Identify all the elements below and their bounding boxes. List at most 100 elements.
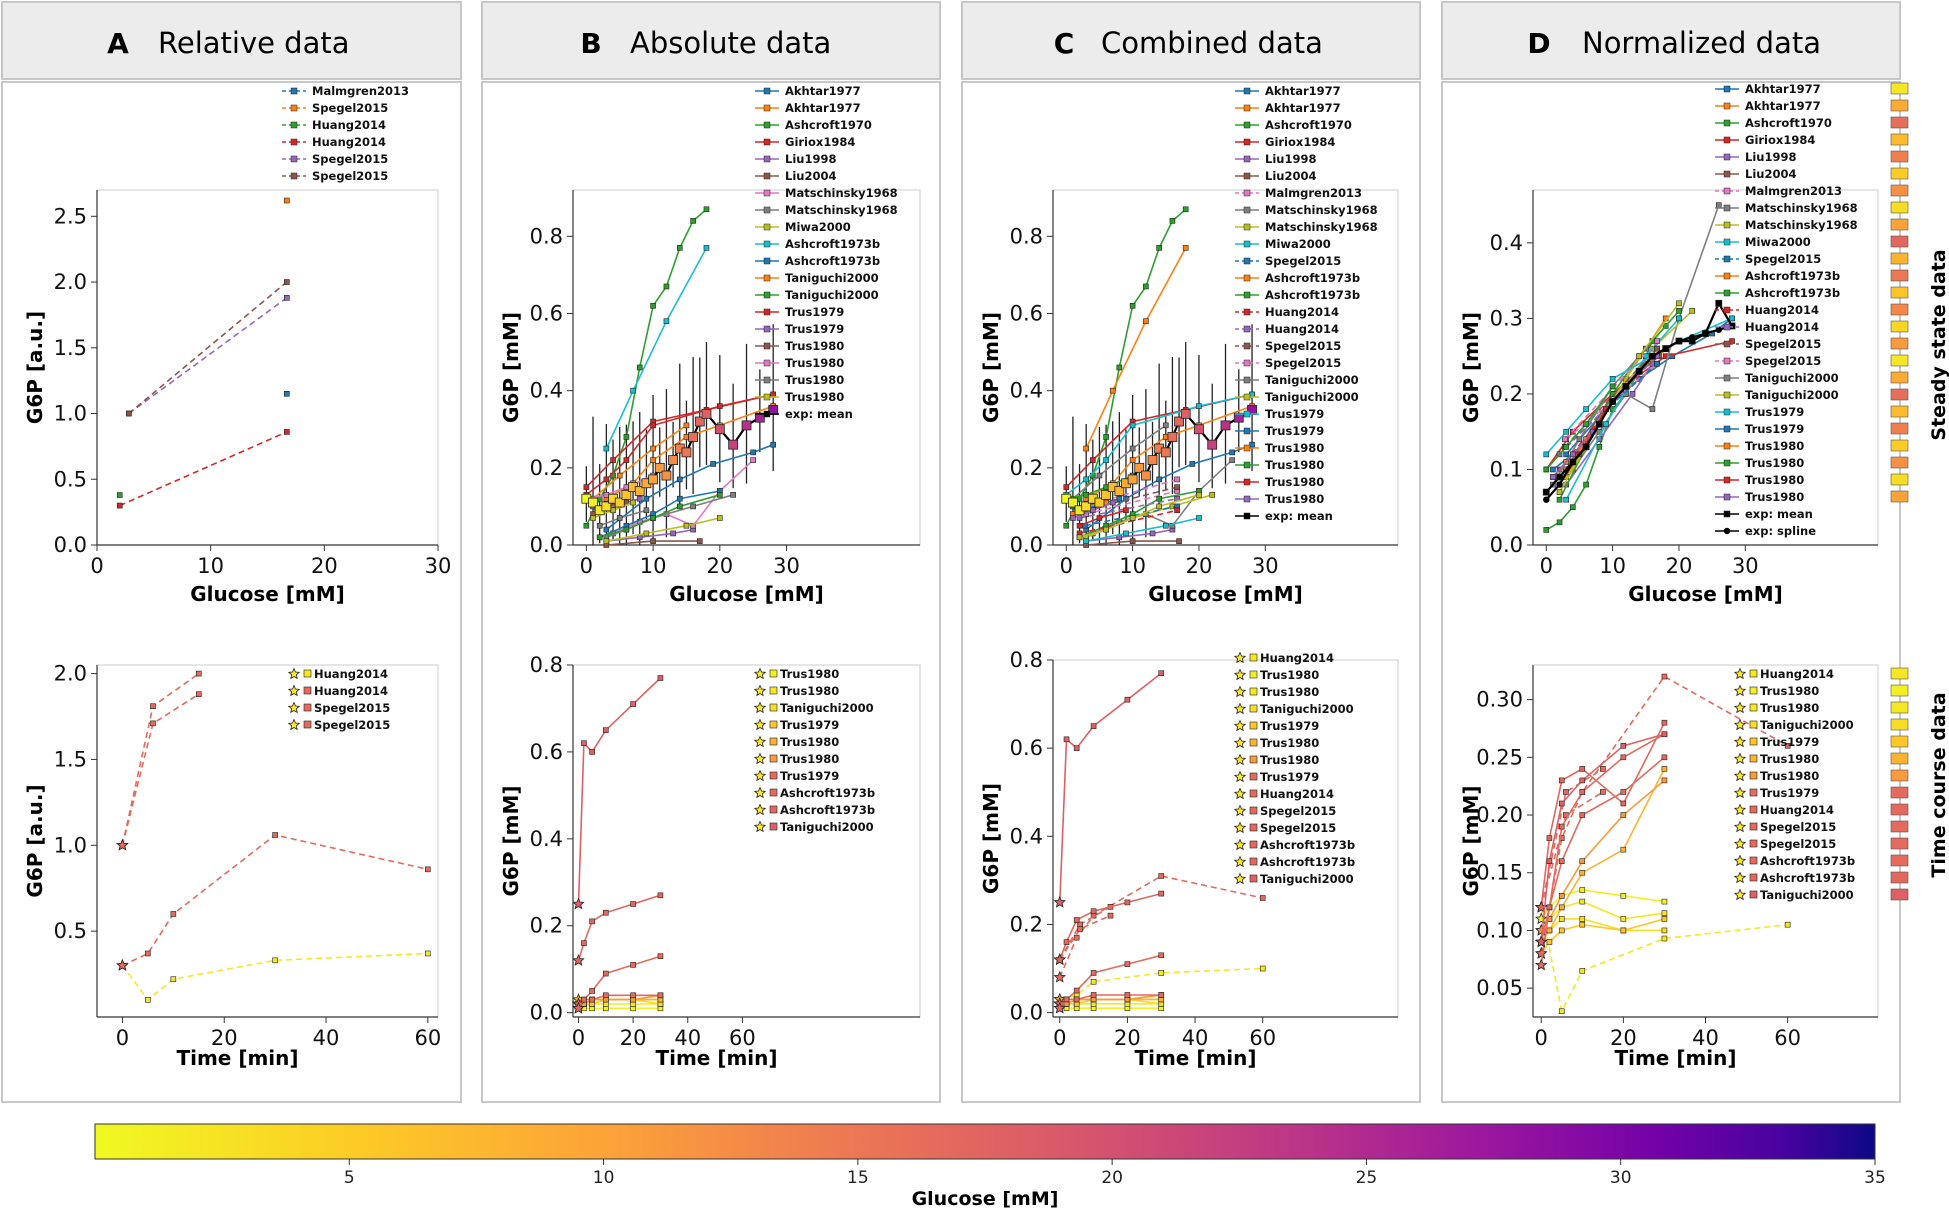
data-point	[590, 515, 596, 521]
data-point	[284, 197, 290, 204]
data-point	[1053, 953, 1066, 966]
legend-label: Trus1979	[780, 718, 839, 732]
legend-color-swatch	[1890, 405, 1909, 418]
legend-label: Ashcroft1973b	[1260, 855, 1355, 869]
data-point	[145, 950, 151, 957]
data-point	[1124, 899, 1131, 906]
legend-marker	[1243, 393, 1251, 401]
legend-label: Giriox1984	[1745, 133, 1815, 147]
data-point	[1729, 338, 1735, 344]
row-label-time: Time course data	[1928, 692, 1949, 877]
legend-marker	[1723, 204, 1731, 212]
data-point	[643, 507, 650, 514]
data-point	[589, 988, 595, 994]
legend-label: Spegel2015	[1265, 356, 1341, 370]
data-point	[623, 434, 630, 440]
data-point	[1662, 345, 1669, 352]
data-point	[643, 530, 650, 537]
x-tick-label: 0	[572, 1026, 585, 1050]
series-line	[1084, 505, 1178, 527]
legend-marker	[763, 223, 771, 231]
legend-label: Trus1980	[1260, 685, 1319, 699]
series-line	[1545, 317, 1733, 455]
data-point	[1535, 946, 1548, 959]
series-taniguchi2000	[1053, 670, 1165, 908]
legend-label: Taniguchi2000	[1760, 718, 1854, 732]
legend-marker	[1723, 102, 1731, 110]
data-point	[284, 279, 290, 285]
legend-marker	[290, 155, 298, 163]
data-point	[1129, 445, 1136, 452]
legend-label: Huang2014	[1760, 803, 1834, 817]
series-line	[1545, 385, 1614, 471]
legend-label: Taniguchi2000	[1745, 388, 1839, 402]
data-point	[770, 441, 776, 448]
legend-label: Liu2004	[1265, 169, 1316, 183]
data-point	[614, 497, 625, 508]
legend-label: Spegel2015	[1265, 254, 1341, 268]
legend-marker	[1733, 769, 1747, 782]
series-line	[605, 247, 708, 449]
series-spegel2015	[116, 670, 202, 851]
x-tick-label: 20	[1610, 1026, 1637, 1050]
data-point	[1207, 439, 1218, 450]
data-point	[1073, 934, 1080, 941]
data-point	[717, 403, 723, 409]
data-point	[1156, 495, 1162, 502]
legend-color-swatch	[1890, 269, 1909, 282]
y-tick-label: 0.30	[1476, 688, 1523, 712]
data-point	[1620, 754, 1627, 761]
legend-marker	[1723, 323, 1731, 331]
data-point	[1669, 353, 1676, 359]
series-line	[1065, 393, 1253, 496]
legend-label: Trus1979	[1745, 422, 1804, 436]
x-tick-label: 20	[1114, 1026, 1141, 1050]
data-point	[681, 447, 692, 458]
data-point	[1114, 486, 1125, 496]
legend-marker	[1733, 752, 1747, 765]
data-point	[603, 526, 610, 533]
x-tick-label: 60	[414, 1026, 441, 1050]
legend-label: Liu2004	[785, 169, 836, 183]
legend-label: Ashcroft1973b	[780, 786, 875, 800]
legend-marker	[290, 87, 298, 95]
data-point	[1546, 858, 1553, 864]
legend-marker	[1723, 306, 1731, 314]
legend-marker	[1249, 755, 1258, 764]
panel-header-C: C Combined data	[961, 1, 1421, 80]
legend-marker	[1233, 804, 1247, 817]
legend-marker	[1249, 721, 1258, 730]
x-tick-label: 10	[640, 554, 667, 578]
series-huang2014	[116, 950, 431, 1003]
legend-marker	[1749, 788, 1758, 797]
legend-marker	[290, 172, 298, 180]
legend-marker	[290, 104, 298, 112]
data-point	[1661, 731, 1668, 738]
legend-marker	[763, 393, 771, 401]
panel-frame-C	[961, 81, 1421, 1103]
series-akhtar1977	[603, 441, 776, 533]
legend-marker	[287, 684, 301, 697]
x-tick-label: 0	[1540, 554, 1553, 578]
data-point	[1169, 218, 1176, 224]
data-point	[690, 522, 696, 529]
data-point	[1090, 992, 1097, 998]
legend-marker	[1249, 738, 1258, 747]
data-point	[1661, 673, 1668, 680]
legend-label: Malmgren2013	[1745, 184, 1842, 198]
y-tick-label: 0.6	[1010, 736, 1043, 760]
legend-marker	[1243, 427, 1251, 435]
data-point	[1077, 926, 1083, 932]
data-point	[1579, 812, 1586, 818]
legend-marker	[763, 121, 771, 129]
legend-marker	[1733, 803, 1747, 816]
data-point	[1558, 1008, 1565, 1015]
legend-label: Trus1980	[1760, 684, 1819, 698]
data-point	[1103, 434, 1109, 440]
legend-label: Trus1980	[785, 390, 844, 404]
series-taniguchi2000	[1534, 731, 1668, 948]
y-tick-label: 1.0	[54, 402, 87, 426]
y-tick-label: 0.20	[1476, 803, 1523, 827]
series-line	[1540, 733, 1665, 966]
y-axis-label: G6P [mM]	[979, 312, 1003, 423]
